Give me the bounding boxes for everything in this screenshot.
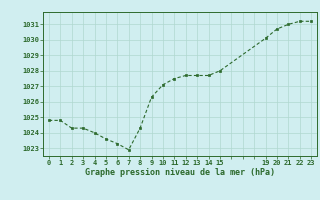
X-axis label: Graphe pression niveau de la mer (hPa): Graphe pression niveau de la mer (hPa) xyxy=(85,168,275,177)
